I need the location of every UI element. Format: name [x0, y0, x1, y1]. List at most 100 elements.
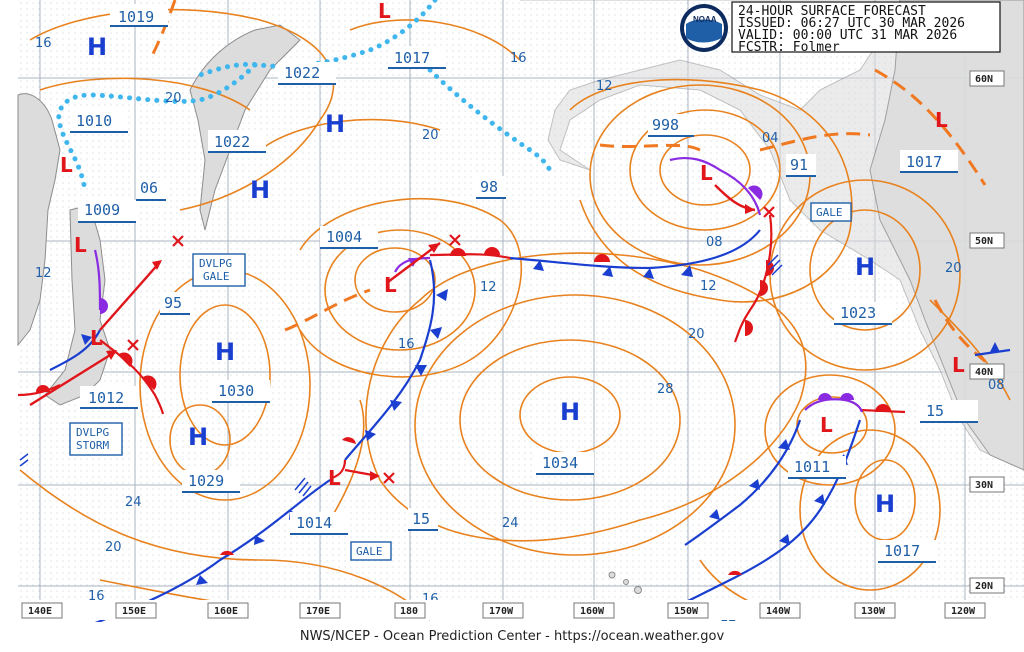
svg-text:1004: 1004 — [326, 228, 362, 246]
lon-label: 150E — [115, 602, 157, 619]
lon-label: 120W — [944, 602, 986, 619]
lon-label: 170W — [482, 602, 524, 619]
svg-text:1017: 1017 — [394, 49, 430, 67]
isobar-labels: 16 20 12 24 20 16 20 16 12 16 12 04 08 1… — [35, 36, 1005, 625]
svg-text:GALE: GALE — [816, 206, 843, 219]
svg-text:1019: 1019 — [118, 8, 154, 26]
pressure-value-box: 95 — [160, 292, 190, 315]
pressure-value-box: 1017 — [900, 150, 958, 173]
svg-text:95: 95 — [164, 294, 182, 312]
svg-text:15: 15 — [926, 402, 944, 420]
svg-text:GALE: GALE — [356, 545, 383, 558]
high-symbol: H — [188, 423, 208, 451]
svg-text:1023: 1023 — [840, 304, 876, 322]
pressure-value-box: 1034 — [536, 452, 594, 475]
svg-text:40N: 40N — [975, 367, 993, 378]
svg-text:180: 180 — [400, 606, 418, 617]
svg-text:04: 04 — [762, 131, 779, 146]
valid-time: VALID: 00:00 UTC 31 MAR 2026 — [738, 28, 957, 43]
low-symbol: L — [60, 153, 73, 177]
lat-label: 30N — [969, 476, 1005, 493]
svg-text:60N: 60N — [975, 74, 993, 85]
pressure-value-box: 1017 — [878, 540, 936, 563]
pressure-value-box: 1022 — [208, 130, 266, 153]
issued-time: ISSUED: 06:27 UTC 30 MAR 2026 — [738, 16, 965, 31]
footer-credit: NWS/NCEP - Ocean Prediction Center - htt… — [300, 629, 725, 644]
cold-front-barbs — [81, 260, 1000, 610]
svg-text:24: 24 — [125, 495, 142, 510]
svg-text:1012: 1012 — [88, 389, 124, 407]
high-symbol: H — [87, 33, 107, 61]
x-marker — [763, 206, 775, 218]
latitude-labels: 60N 50N 40N 30N 20N — [969, 70, 1005, 594]
track-arrowheads — [106, 204, 755, 481]
low-symbol: L — [90, 326, 103, 350]
svg-text:98: 98 — [480, 178, 498, 196]
warm-fronts — [17, 214, 906, 480]
svg-text:08: 08 — [988, 378, 1005, 393]
hawaii-island — [623, 579, 629, 585]
low-symbol: L — [952, 353, 965, 377]
hawaii-island — [634, 586, 642, 594]
svg-text:DVLPG: DVLPG — [199, 257, 232, 270]
pressure-value-box: 1029 — [182, 470, 240, 493]
pressure-value-box: 15 — [920, 400, 978, 423]
svg-text:12: 12 — [480, 280, 497, 295]
forecaster: FCSTR: Folmer — [738, 40, 840, 55]
svg-text:1009: 1009 — [84, 201, 120, 219]
longitude-labels: 140E 150E 160E 170E 180 170W 160W 150W 1… — [18, 600, 1024, 620]
troughs — [148, 0, 991, 367]
lon-label: 160E — [207, 602, 249, 619]
ice-edge — [56, 0, 553, 193]
lon-label: 130W — [854, 602, 896, 619]
header-box — [731, 1, 1001, 53]
lat-label: 50N — [969, 232, 1005, 249]
svg-text:150W: 150W — [674, 606, 699, 617]
svg-text:1022: 1022 — [284, 64, 320, 82]
pressure-value-box: 998 — [648, 114, 694, 137]
svg-text:140E: 140E — [28, 606, 52, 617]
svg-text:1034: 1034 — [542, 454, 578, 472]
lon-label: 140W — [759, 602, 801, 619]
low-symbol: L — [935, 108, 948, 132]
pressure-value-box: 1014 — [290, 512, 348, 535]
svg-text:12: 12 — [596, 79, 613, 94]
svg-text:15: 15 — [412, 510, 430, 528]
svg-text:160E: 160E — [214, 606, 238, 617]
lon-label: 180 — [394, 602, 426, 619]
x-marker — [449, 234, 461, 246]
svg-text:20: 20 — [165, 91, 182, 106]
svg-text:06: 06 — [140, 179, 158, 197]
low-symbol: L — [820, 413, 833, 437]
warning-box: DVLPG GALE — [192, 253, 246, 287]
pressure-value-box: 06 — [136, 178, 166, 201]
svg-text:1014: 1014 — [296, 514, 332, 532]
pressure-value-box: 1004 — [320, 226, 378, 249]
svg-text:20: 20 — [105, 540, 122, 555]
warning-labels: DVLPG GALE DVLPG STORM GALE GALE — [69, 202, 852, 561]
pressure-values: 1019 1010 1009 06 1012 1022 1022 95 1030… — [70, 4, 978, 563]
warning-box: GALE — [810, 202, 852, 222]
svg-text:NOAA: NOAA — [693, 15, 717, 24]
svg-text:20: 20 — [688, 327, 705, 342]
lat-label: 60N — [969, 70, 1005, 87]
occluded-front-symbols — [100, 185, 854, 400]
pressure-value-box: 1011 — [788, 456, 846, 479]
pressure-value-box: 1019 — [110, 4, 168, 27]
svg-text:150E: 150E — [122, 606, 146, 617]
pressure-value-box: 1010 — [70, 110, 128, 133]
svg-text:GALE: GALE — [203, 270, 230, 283]
svg-text:30N: 30N — [975, 480, 993, 491]
svg-text:1017: 1017 — [906, 153, 942, 171]
noaa-logo-icon: NOAA — [680, 4, 728, 52]
svg-text:08: 08 — [706, 235, 723, 250]
svg-text:50N: 50N — [975, 236, 993, 247]
pressure-value-box: 1017 — [388, 46, 446, 69]
x-marker — [172, 235, 184, 247]
svg-text:130W: 130W — [861, 606, 886, 617]
svg-text:28: 28 — [657, 382, 674, 397]
pressure-symbols: H H H H H H H H L L L L L L L L L L — [60, 0, 965, 518]
east-asia-land — [17, 93, 61, 347]
svg-text:140W: 140W — [766, 606, 791, 617]
